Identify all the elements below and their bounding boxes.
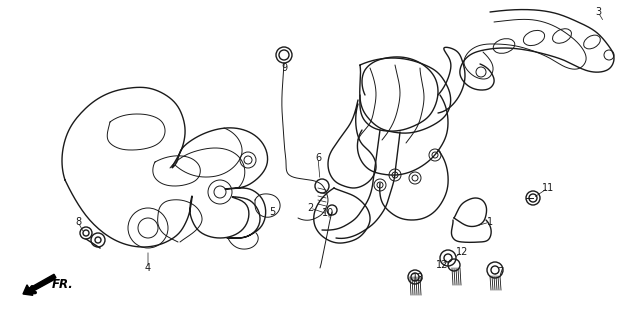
Text: 6: 6 bbox=[315, 153, 321, 163]
Text: FR.: FR. bbox=[52, 278, 74, 292]
FancyArrow shape bbox=[23, 274, 56, 295]
Text: 5: 5 bbox=[269, 207, 275, 217]
Text: 4: 4 bbox=[145, 263, 151, 273]
Text: 2: 2 bbox=[307, 203, 313, 213]
Text: 12: 12 bbox=[456, 247, 468, 257]
Text: 10: 10 bbox=[322, 208, 334, 218]
Text: 3: 3 bbox=[595, 7, 601, 17]
Text: 11: 11 bbox=[542, 183, 554, 193]
Text: 12: 12 bbox=[436, 260, 448, 270]
Text: 8: 8 bbox=[75, 217, 81, 227]
Text: 7: 7 bbox=[497, 267, 503, 277]
Text: 13: 13 bbox=[412, 273, 424, 283]
Text: 9: 9 bbox=[281, 63, 287, 73]
Text: 1: 1 bbox=[487, 217, 493, 227]
